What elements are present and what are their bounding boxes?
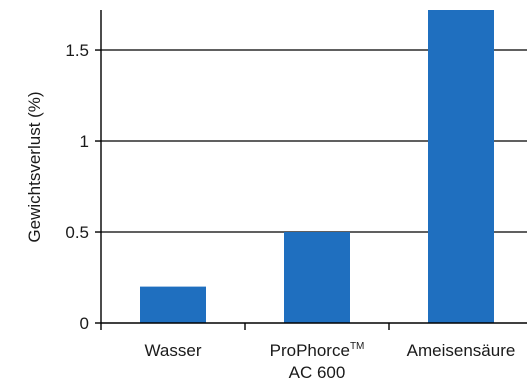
bar <box>140 286 206 323</box>
y-tick-label: 1.5 <box>65 41 89 60</box>
x-tick-label: ProPhorceTM AC 600 <box>270 341 365 380</box>
x-tick-label-line: Wasser <box>145 341 202 360</box>
y-tick-labels: 0 0.5 1 1.5 <box>65 41 89 333</box>
x-tick-labels: Wasser ProPhorceTM AC 600 Ameisensäure <box>145 341 516 380</box>
trademark-superscript: TM <box>350 341 364 352</box>
x-tick-label: Wasser <box>145 341 202 360</box>
x-tick-label: Ameisensäure <box>407 341 516 360</box>
x-tick-label-line: Ameisensäure <box>407 341 516 360</box>
bars <box>140 10 494 323</box>
y-tick-label: 0 <box>80 314 89 333</box>
bar <box>284 232 350 323</box>
y-axis-label: Gewichtsverlust (%) <box>25 91 44 242</box>
axes <box>95 10 527 330</box>
x-tick-label-line: AC 600 <box>289 363 346 380</box>
bar <box>428 10 494 323</box>
y-tick-label: 1 <box>80 132 89 151</box>
y-tick-label: 0.5 <box>65 223 89 242</box>
x-tick-label-line: ProPhorceTM <box>270 341 365 360</box>
